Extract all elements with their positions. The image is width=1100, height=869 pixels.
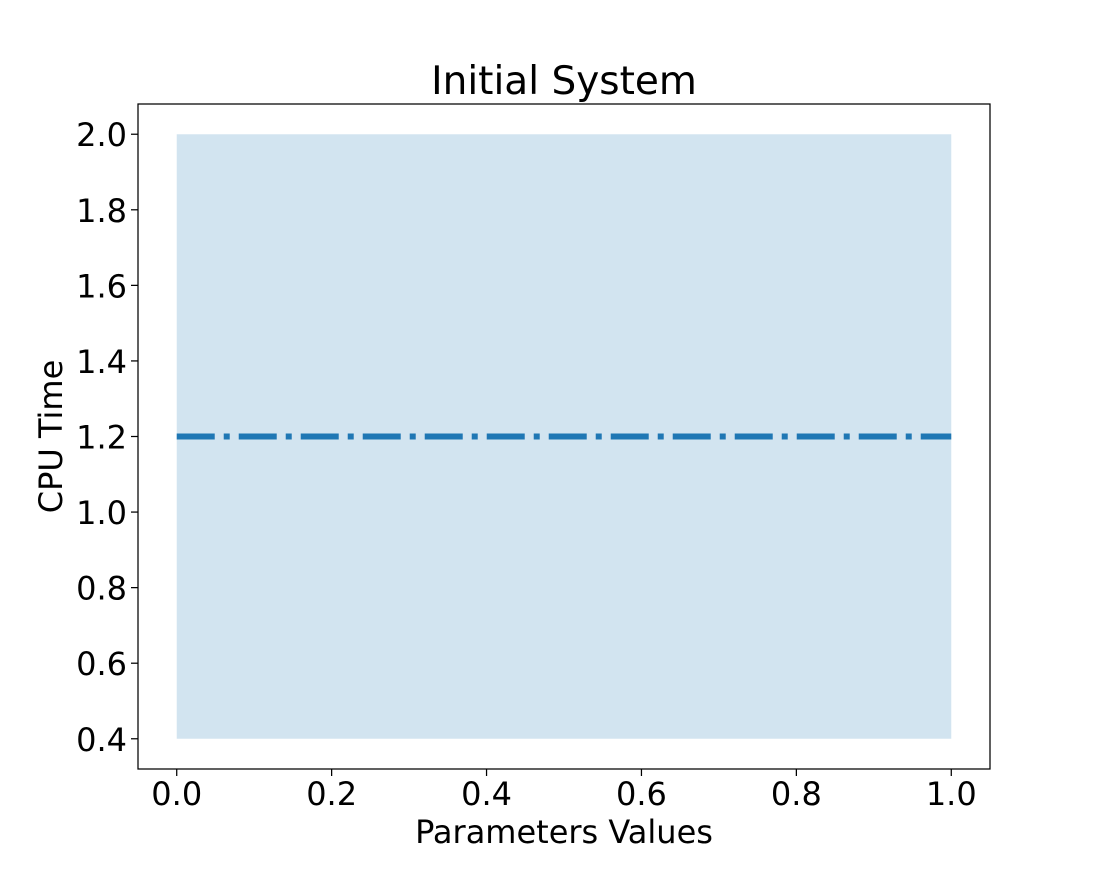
y-tick-label: 0.4 bbox=[76, 721, 127, 759]
y-tick-label: 1.8 bbox=[76, 192, 127, 230]
y-tick-label: 0.6 bbox=[76, 645, 127, 683]
x-axis-label: Parameters Values bbox=[415, 813, 713, 851]
x-axis: 0.0 0.2 0.4 0.6 0.8 1.0 bbox=[151, 769, 977, 813]
y-tick-label: 1.0 bbox=[76, 494, 127, 532]
x-tick-label: 0.8 bbox=[771, 775, 822, 813]
y-tick-label: 1.6 bbox=[76, 267, 127, 305]
x-tick-label: 0.2 bbox=[306, 775, 357, 813]
y-tick-label: 1.4 bbox=[76, 343, 127, 381]
x-tick-label: 0.6 bbox=[616, 775, 667, 813]
x-tick-label: 1.0 bbox=[926, 775, 977, 813]
x-tick-label: 0.4 bbox=[461, 775, 512, 813]
x-tick-label: 0.0 bbox=[151, 775, 202, 813]
y-axis: 0.4 0.6 0.8 1.0 1.2 1.4 1.6 1.8 2.0 bbox=[76, 116, 138, 759]
y-tick-label: 1.2 bbox=[76, 419, 127, 457]
y-axis-label: CPU Time bbox=[32, 360, 70, 514]
chart-title: Initial System bbox=[431, 59, 697, 104]
y-tick-label: 0.8 bbox=[76, 570, 127, 608]
y-tick-label: 2.0 bbox=[76, 116, 127, 154]
